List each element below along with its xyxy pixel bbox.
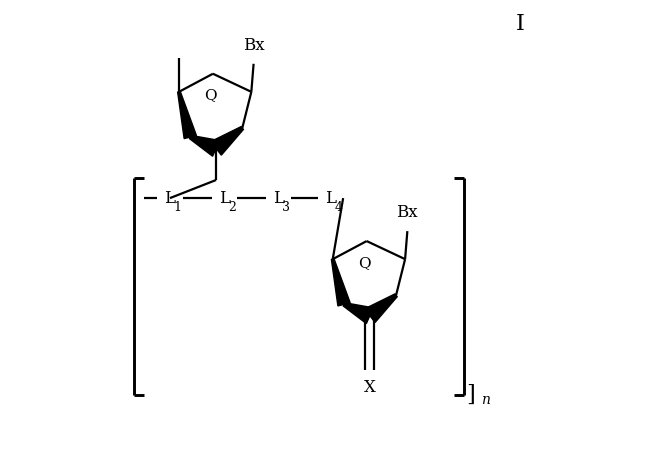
Text: 1: 1	[174, 201, 182, 214]
Polygon shape	[364, 294, 397, 323]
Text: ]: ]	[466, 384, 475, 406]
Polygon shape	[211, 126, 243, 155]
Text: n: n	[481, 393, 490, 407]
Polygon shape	[190, 136, 220, 156]
Polygon shape	[178, 91, 196, 139]
Text: I: I	[516, 13, 525, 35]
Polygon shape	[332, 259, 350, 306]
Text: L: L	[164, 190, 176, 207]
Text: Bx: Bx	[243, 37, 265, 54]
Text: 3: 3	[282, 201, 290, 214]
Text: L: L	[273, 190, 284, 207]
Text: 2: 2	[228, 201, 236, 214]
Polygon shape	[343, 303, 373, 324]
Text: Bx: Bx	[397, 204, 418, 221]
Text: X: X	[364, 379, 376, 396]
Text: L: L	[325, 190, 336, 207]
Text: Q: Q	[358, 256, 371, 270]
Text: Q: Q	[204, 88, 217, 102]
Text: L: L	[218, 190, 230, 207]
Text: 4: 4	[334, 201, 342, 214]
